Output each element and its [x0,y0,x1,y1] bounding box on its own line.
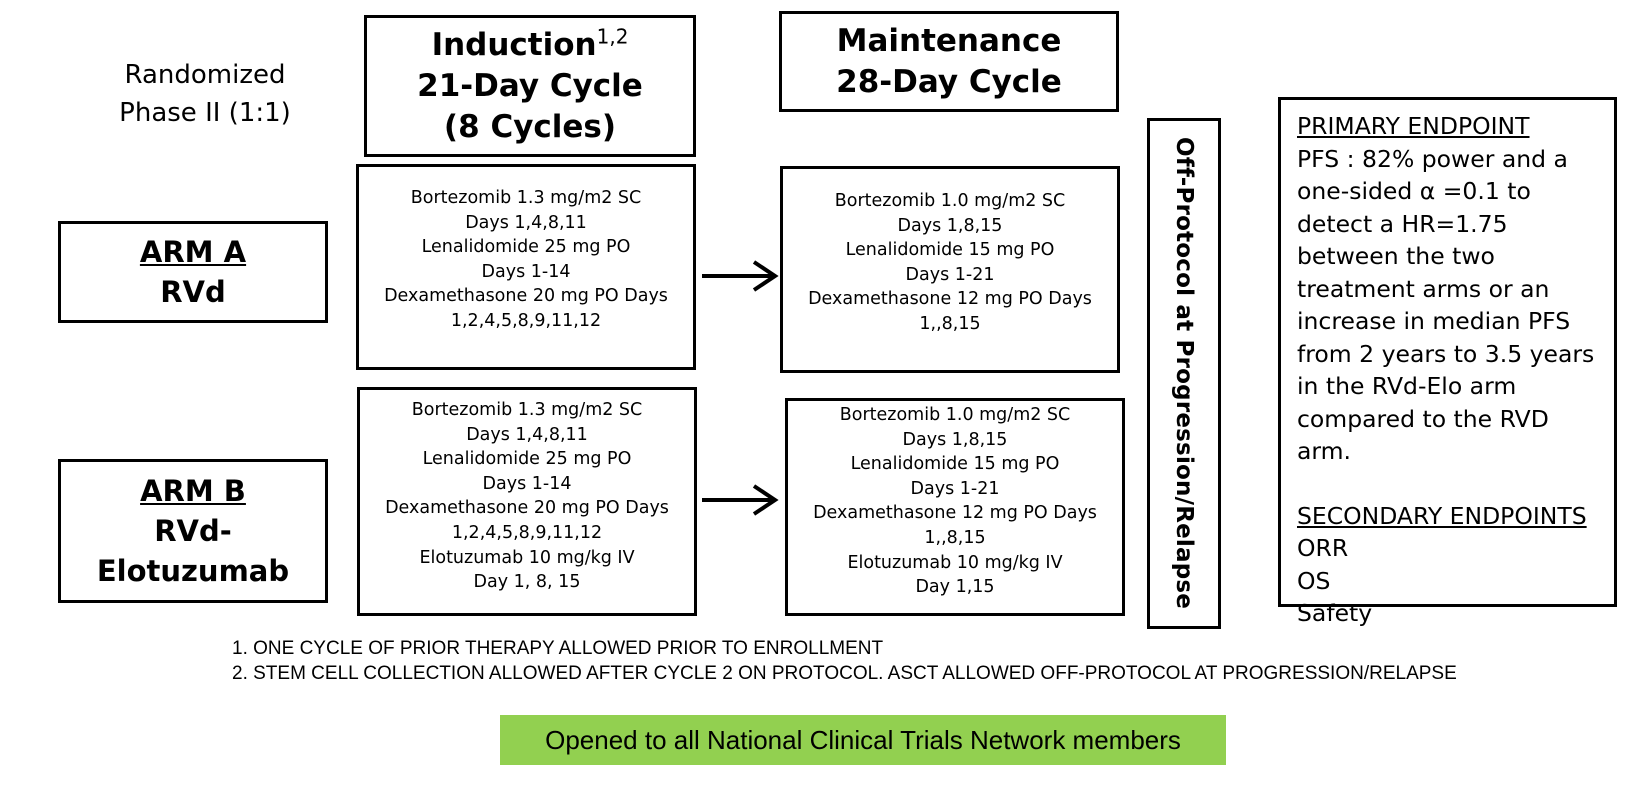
randomized-label: Randomized Phase II (1:1) [95,56,315,132]
randomized-line1: Randomized [124,60,286,90]
arm-b-box: ARM B RVd- Elotuzumab [58,459,328,603]
regimen-line: Bortezomib 1.0 mg/m2 SC [834,191,1066,211]
regimen-line: Day 1,15 [915,577,995,598]
footnote-2: 2. STEM CELL COLLECTION ALLOWED AFTER CY… [232,663,1457,684]
arm-b-title: ARM B [140,474,246,508]
arrow-arm-a [702,260,779,292]
regimen-line: Day 1, 8, 15 [473,572,581,593]
off-protocol-box: Off-Protocol at Progression/Relapse [1147,118,1221,629]
randomized-line2: Phase II (1:1) [119,98,291,128]
arm-b-maintenance-box: Bortezomib 1.0 mg/m2 SC Days 1,8,15 Lena… [785,398,1125,616]
induction-header: Induction1,2 21-Day Cycle (8 Cycles) [364,15,696,157]
induction-superscript: 1,2 [596,24,629,49]
arm-a-maintenance-box: Bortezomib 1.0 mg/m2 SC Days 1,8,15 Lena… [780,166,1120,373]
regimen-line: 1,2,4,5,8,9,11,12 [450,310,602,331]
regimen-line: Bortezomib 1.3 mg/m2 SC [411,400,643,420]
ncn-banner: Opened to all National Clinical Trials N… [500,715,1226,765]
arm-a-title: ARM A [139,235,247,269]
regimen-line: Days 1,8,15 [897,215,1003,236]
arm-b-regimen-line1: RVd- [154,514,232,548]
regimen-line: Elotuzumab 10 mg/kg IV [419,547,635,568]
induction-cycle-length: 21-Day Cycle [417,67,643,104]
regimen-line: Dexamethasone 12 mg PO Days [813,503,1097,524]
endpoints-box: PRIMARY ENDPOINT PFS : 82% power and a o… [1278,97,1617,627]
regimen-line: Days 1-14 [481,261,571,282]
secondary-endpoint-item: OS [1297,566,1331,595]
regimen-line: Lenalidomide 15 mg PO [845,240,1055,261]
arm-b-regimen-line2: Elotuzumab [96,554,290,588]
secondary-endpoints-title: SECONDARY ENDPOINTS [1297,501,1587,530]
banner-text: Opened to all National Clinical Trials N… [545,724,1181,755]
regimen-line: Days 1-21 [910,478,1000,499]
regimen-line: Lenalidomide 15 mg PO [850,454,1060,475]
arm-a-induction-box: Bortezomib 1.3 mg/m2 SC Days 1,4,8,11 Le… [356,164,696,370]
regimen-line: Days 1,4,8,11 [466,424,588,445]
regimen-line: Lenalidomide 25 mg PO [421,237,631,258]
maintenance-title: Maintenance [836,22,1062,59]
regimen-line: Dexamethasone 20 mg PO Days [384,286,668,307]
regimen-line: Days 1-21 [905,264,995,285]
regimen-line: Days 1,8,15 [902,429,1008,450]
regimen-line: Lenalidomide 25 mg PO [422,449,632,470]
arm-a-regimen: RVd [160,275,226,309]
regimen-line: 1,,8,15 [924,527,986,548]
footnote-1: 1. ONE CYCLE OF PRIOR THERAPY ALLOWED PR… [232,638,884,659]
primary-endpoint-title: PRIMARY ENDPOINT [1297,112,1530,140]
regimen-line: Days 1-14 [482,473,572,494]
induction-cycle-count: (8 Cycles) [443,108,617,145]
arm-b-induction-box: Bortezomib 1.3 mg/m2 SC Days 1,4,8,11 Le… [357,387,697,616]
secondary-endpoint-item: ORR [1297,534,1349,562]
regimen-line: Days 1,4,8,11 [465,212,587,233]
arm-a-box: ARM A RVd [58,221,328,323]
footnotes: 1. ONE CYCLE OF PRIOR THERAPY ALLOWED PR… [232,636,1457,686]
regimen-line: Dexamethasone 12 mg PO Days [808,289,1092,310]
maintenance-cycle-length: 28-Day Cycle [836,63,1062,100]
off-protocol-label: Off-Protocol at Progression/Relapse [1171,137,1197,610]
regimen-line: Bortezomib 1.3 mg/m2 SC [410,188,642,208]
secondary-endpoint-item: Safety [1297,599,1373,627]
regimen-line: Elotuzumab 10 mg/kg IV [847,552,1063,573]
primary-endpoint-text: PFS : 82% power and a one-sided α =0.1 t… [1297,144,1595,466]
regimen-line: Dexamethasone 20 mg PO Days [385,498,669,519]
regimen-line: 1,2,4,5,8,9,11,12 [451,522,603,543]
regimen-line: 1,,8,15 [919,313,981,334]
induction-title: Induction [431,26,597,63]
regimen-line: Bortezomib 1.0 mg/m2 SC [839,405,1071,425]
maintenance-header: Maintenance 28-Day Cycle [779,11,1119,112]
arrow-arm-b [702,484,779,516]
